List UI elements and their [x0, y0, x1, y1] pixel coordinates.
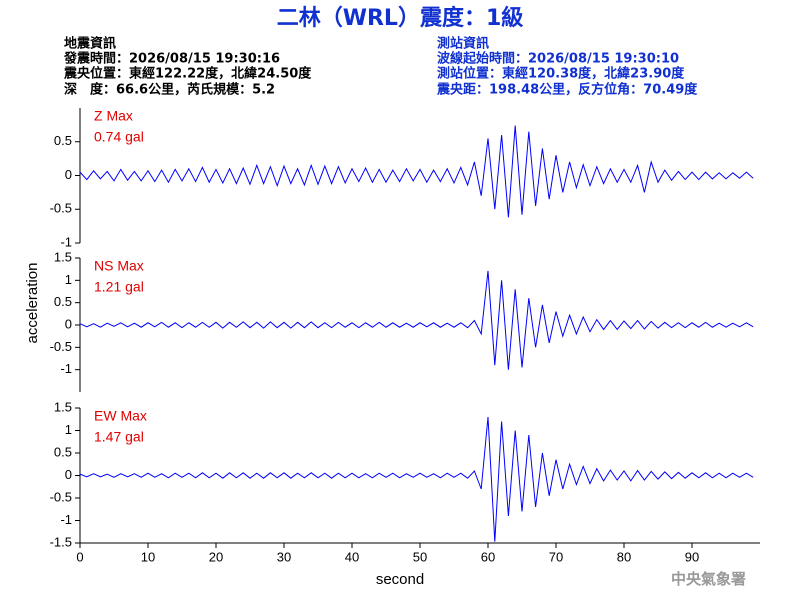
x-tick-label: 70 [549, 549, 563, 564]
y-tick-label: -0.5 [50, 339, 72, 354]
y-tick-label: 1 [65, 422, 72, 437]
x-tick-label: 20 [209, 549, 223, 564]
chart-title: 二林（WRL）震度：1級 [277, 5, 524, 31]
max-value: 0.74 gal [94, 129, 144, 145]
x-tick-label: 50 [413, 549, 427, 564]
y-tick-label: 0.5 [54, 133, 72, 148]
x-tick-label: 10 [141, 549, 155, 564]
x-tick-label: 80 [617, 549, 631, 564]
max-value: 1.21 gal [94, 279, 144, 295]
footer: 中央氣象署 [671, 570, 746, 588]
y-tick-label: 1.5 [54, 399, 72, 414]
x-tick-label: 30 [277, 549, 291, 564]
max-value: 1.47 gal [94, 429, 144, 445]
x-tick-label: 90 [685, 549, 699, 564]
y-tick-label: -0.5 [50, 201, 72, 216]
max-label: NS Max [94, 258, 144, 274]
y-tick-label: -1 [60, 234, 72, 249]
waveform [79, 270, 754, 370]
info-line: 震央距：198.48公里，反方位角：70.49度 [436, 82, 698, 98]
x-axis-label: second [376, 571, 424, 588]
info-line: 震央位置：東經122.22度，北緯24.50度 [63, 66, 312, 82]
y-tick-label: 0.5 [54, 294, 72, 309]
y-tick-label: -1.5 [50, 534, 72, 549]
y-tick-label: 1.5 [54, 249, 72, 264]
x-tick-label: 0 [76, 549, 83, 564]
y-tick-label: 1 [65, 272, 72, 287]
x-tick-label: 60 [481, 549, 495, 564]
y-axis-label: acceleration [24, 263, 41, 344]
y-tick-label: 0 [65, 467, 72, 482]
info-line: 發震時間：2026/08/15 19:30:16 [63, 51, 280, 67]
info-line: 測站位置：東經120.38度，北緯23.90度 [437, 66, 685, 82]
max-label: Z Max [94, 108, 133, 124]
waveform [79, 416, 754, 542]
y-tick-label: 0.5 [54, 444, 72, 459]
x-tick-label: 40 [345, 549, 359, 564]
info-heading: 測站資訊 [437, 36, 489, 52]
y-tick-label: 0 [65, 167, 72, 182]
info-line: 深 度：66.6公里，芮氏規模：5.2 [64, 82, 275, 98]
info-line: 波線起始時間：2026/08/15 19:30:10 [437, 51, 679, 67]
y-tick-label: -0.5 [50, 489, 72, 504]
y-tick-label: -1 [60, 512, 72, 527]
info-heading: 地震資訊 [64, 36, 116, 52]
waveform [79, 125, 754, 218]
max-label: EW Max [94, 408, 147, 424]
y-tick-label: 0 [65, 316, 72, 331]
y-tick-label: -1 [60, 361, 72, 376]
